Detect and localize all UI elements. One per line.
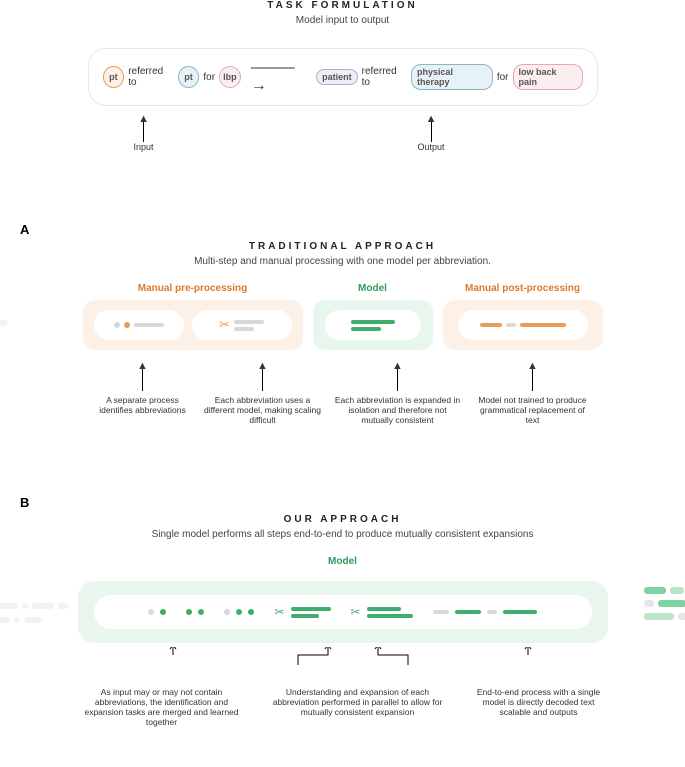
token-pill: physical therapy: [411, 64, 493, 90]
stage-label: Model: [313, 283, 433, 294]
caption: ▲Each abbreviation is expanded in isolat…: [333, 364, 463, 425]
stage-label: Manual post-processing: [443, 283, 603, 294]
panel-b-title: OUR APPROACH: [20, 514, 665, 525]
task-box: ptreferred toptforlbp ———→ patientreferr…: [88, 48, 598, 106]
token-word: for: [203, 72, 215, 83]
token-pill: pt: [178, 66, 200, 88]
caption: ▲Model not trained to produce grammatica…: [473, 364, 593, 425]
panel-b-captions: As input may or may not contain abbrevia…: [20, 687, 665, 727]
stage-panel: [443, 300, 603, 350]
caption: End-to-end process with a single model i…: [469, 687, 609, 727]
panel-b-letter: B: [20, 495, 665, 510]
caption: ▲Each abbreviation uses a different mode…: [203, 364, 323, 425]
panel-b-connectors: [78, 647, 608, 673]
output-label-text: Output: [418, 142, 445, 152]
panel-b-subtitle: Single model performs all steps end-to-e…: [20, 529, 665, 540]
panel-b: B OUR APPROACH Single model performs all…: [20, 495, 665, 727]
caption: As input may or may not contain abbrevia…: [77, 687, 247, 727]
task-output: patientreferred tophysical therapy forlow…: [316, 64, 582, 90]
token-pill: patient: [316, 69, 358, 85]
token-word: for: [497, 72, 509, 83]
output-label: ▲ Output: [418, 116, 445, 152]
panel-a-title: TRADITIONAL APPROACH: [20, 241, 665, 252]
token-word: referred to: [128, 66, 173, 88]
caption: ▲A separate process identifies abbreviat…: [93, 364, 193, 425]
stream-decor: [644, 587, 685, 620]
panel-a-captions: ▲A separate process identifies abbreviat…: [20, 364, 665, 425]
panel-b-stage-label: Model: [20, 556, 665, 567]
stage-panel: ✂: [83, 300, 303, 350]
task-subtitle: Model input to output: [20, 15, 665, 26]
token-word: referred to: [362, 66, 407, 88]
token-pill: low back pain: [513, 64, 583, 90]
caption: Understanding and expansion of each abbr…: [273, 687, 443, 727]
panel-a-subtitle: Multi-step and manual processing with on…: [20, 256, 665, 267]
panel-a-letter: A: [20, 222, 665, 237]
panel-b-stage: ✂✂: [78, 581, 608, 643]
task-under-labels: ▲ Input ▲ Output: [88, 116, 598, 176]
input-label-text: Input: [134, 142, 154, 152]
task-input: ptreferred toptforlbp: [103, 66, 241, 88]
panel-a: A TRADITIONAL APPROACH Multi-step and ma…: [20, 222, 665, 425]
panel-a-stages: ✂: [20, 300, 665, 350]
task-title: TASK FORMULATION: [20, 0, 665, 11]
panel-a-stage-labels: Manual pre-processing Model Manual post-pr…: [20, 283, 665, 300]
token-pill: pt: [103, 66, 125, 88]
stage-panel: [313, 300, 433, 350]
panel-b-inner: ✂✂: [94, 595, 592, 629]
task-formulation-section: TASK FORMULATION Model input to output p…: [20, 0, 665, 176]
arrow-icon: ———→: [251, 59, 306, 95]
token-pill: lbp: [219, 66, 241, 88]
stage-label: Manual pre-processing: [83, 283, 303, 294]
input-label: ▲ Input: [134, 116, 154, 152]
